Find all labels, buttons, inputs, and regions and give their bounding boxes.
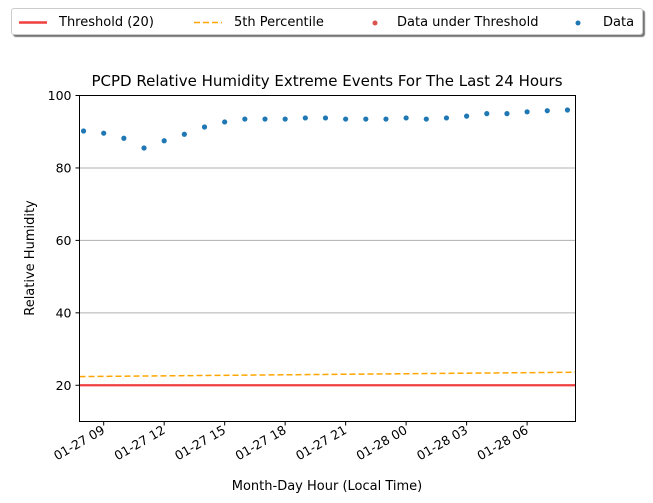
data-point bbox=[524, 109, 530, 115]
data-point bbox=[383, 116, 389, 122]
legend-label-data: Data bbox=[603, 15, 635, 30]
data-point bbox=[302, 115, 308, 121]
data-point bbox=[242, 116, 248, 122]
data-point bbox=[403, 115, 409, 121]
plot-frame bbox=[79, 95, 576, 422]
y-tick-label: 60 bbox=[56, 233, 72, 248]
legend-label-threshold: Threshold (20) bbox=[59, 15, 154, 30]
plot-marks bbox=[79, 107, 576, 387]
y-axis-label: Relative Humidity bbox=[23, 200, 38, 316]
data-point bbox=[423, 116, 429, 122]
legend-label-under-threshold: Data under Threshold bbox=[397, 15, 539, 30]
chart-title: PCPD Relative Humidity Extreme Events Fo… bbox=[91, 72, 562, 90]
y-tick-label: 40 bbox=[56, 305, 72, 320]
x-tick-label: 01-27 21 bbox=[293, 422, 349, 463]
data-point bbox=[504, 111, 510, 117]
data-point bbox=[121, 135, 127, 141]
x-tick-label: 01-27 15 bbox=[172, 422, 228, 463]
x-tick-label: 01-27 09 bbox=[51, 422, 107, 463]
under-threshold-dot-swatch bbox=[372, 20, 378, 26]
data-dot-swatch bbox=[575, 20, 581, 26]
data-point bbox=[222, 119, 228, 125]
data-point bbox=[464, 113, 470, 119]
y-tick-label: 20 bbox=[56, 378, 72, 393]
x-tick-label: 01-27 18 bbox=[232, 422, 288, 463]
y-axis: 20 40 60 80 100 bbox=[48, 88, 80, 393]
data-point bbox=[141, 145, 147, 151]
data-point bbox=[101, 130, 107, 136]
gridlines bbox=[79, 95, 576, 386]
legend: Threshold (20) 5th Percentile Data under… bbox=[11, 8, 643, 35]
data-point bbox=[564, 107, 571, 113]
x-tick-label: 01-28 06 bbox=[474, 422, 530, 463]
y-tick-label: 80 bbox=[56, 160, 72, 175]
data-point bbox=[201, 124, 208, 130]
x-axis: 01-27 09 01-27 12 01-27 15 01-27 18 01-27 21… bbox=[51, 421, 531, 463]
legend-label-percentile: 5th Percentile bbox=[234, 15, 324, 30]
data-point bbox=[161, 138, 167, 144]
data-point bbox=[322, 115, 329, 121]
data-point bbox=[544, 108, 550, 114]
data-point bbox=[443, 115, 450, 121]
data-point bbox=[181, 131, 187, 137]
percentile-dashed-swatch bbox=[194, 21, 222, 24]
data-point bbox=[262, 116, 268, 122]
data-point bbox=[343, 116, 349, 122]
data-point bbox=[80, 128, 87, 134]
y-tick-label: 100 bbox=[48, 88, 72, 103]
x-tick-label: 01-28 00 bbox=[353, 422, 409, 463]
x-tick-label: 01-27 12 bbox=[112, 422, 168, 463]
threshold-line-swatch bbox=[19, 21, 47, 24]
data-point bbox=[363, 116, 369, 122]
x-axis-label: Month-Day Hour (Local Time) bbox=[232, 479, 422, 494]
data-point bbox=[484, 111, 490, 117]
percentile-line bbox=[79, 371, 576, 378]
data-point bbox=[282, 116, 288, 122]
x-tick-label: 01-28 03 bbox=[414, 422, 470, 463]
